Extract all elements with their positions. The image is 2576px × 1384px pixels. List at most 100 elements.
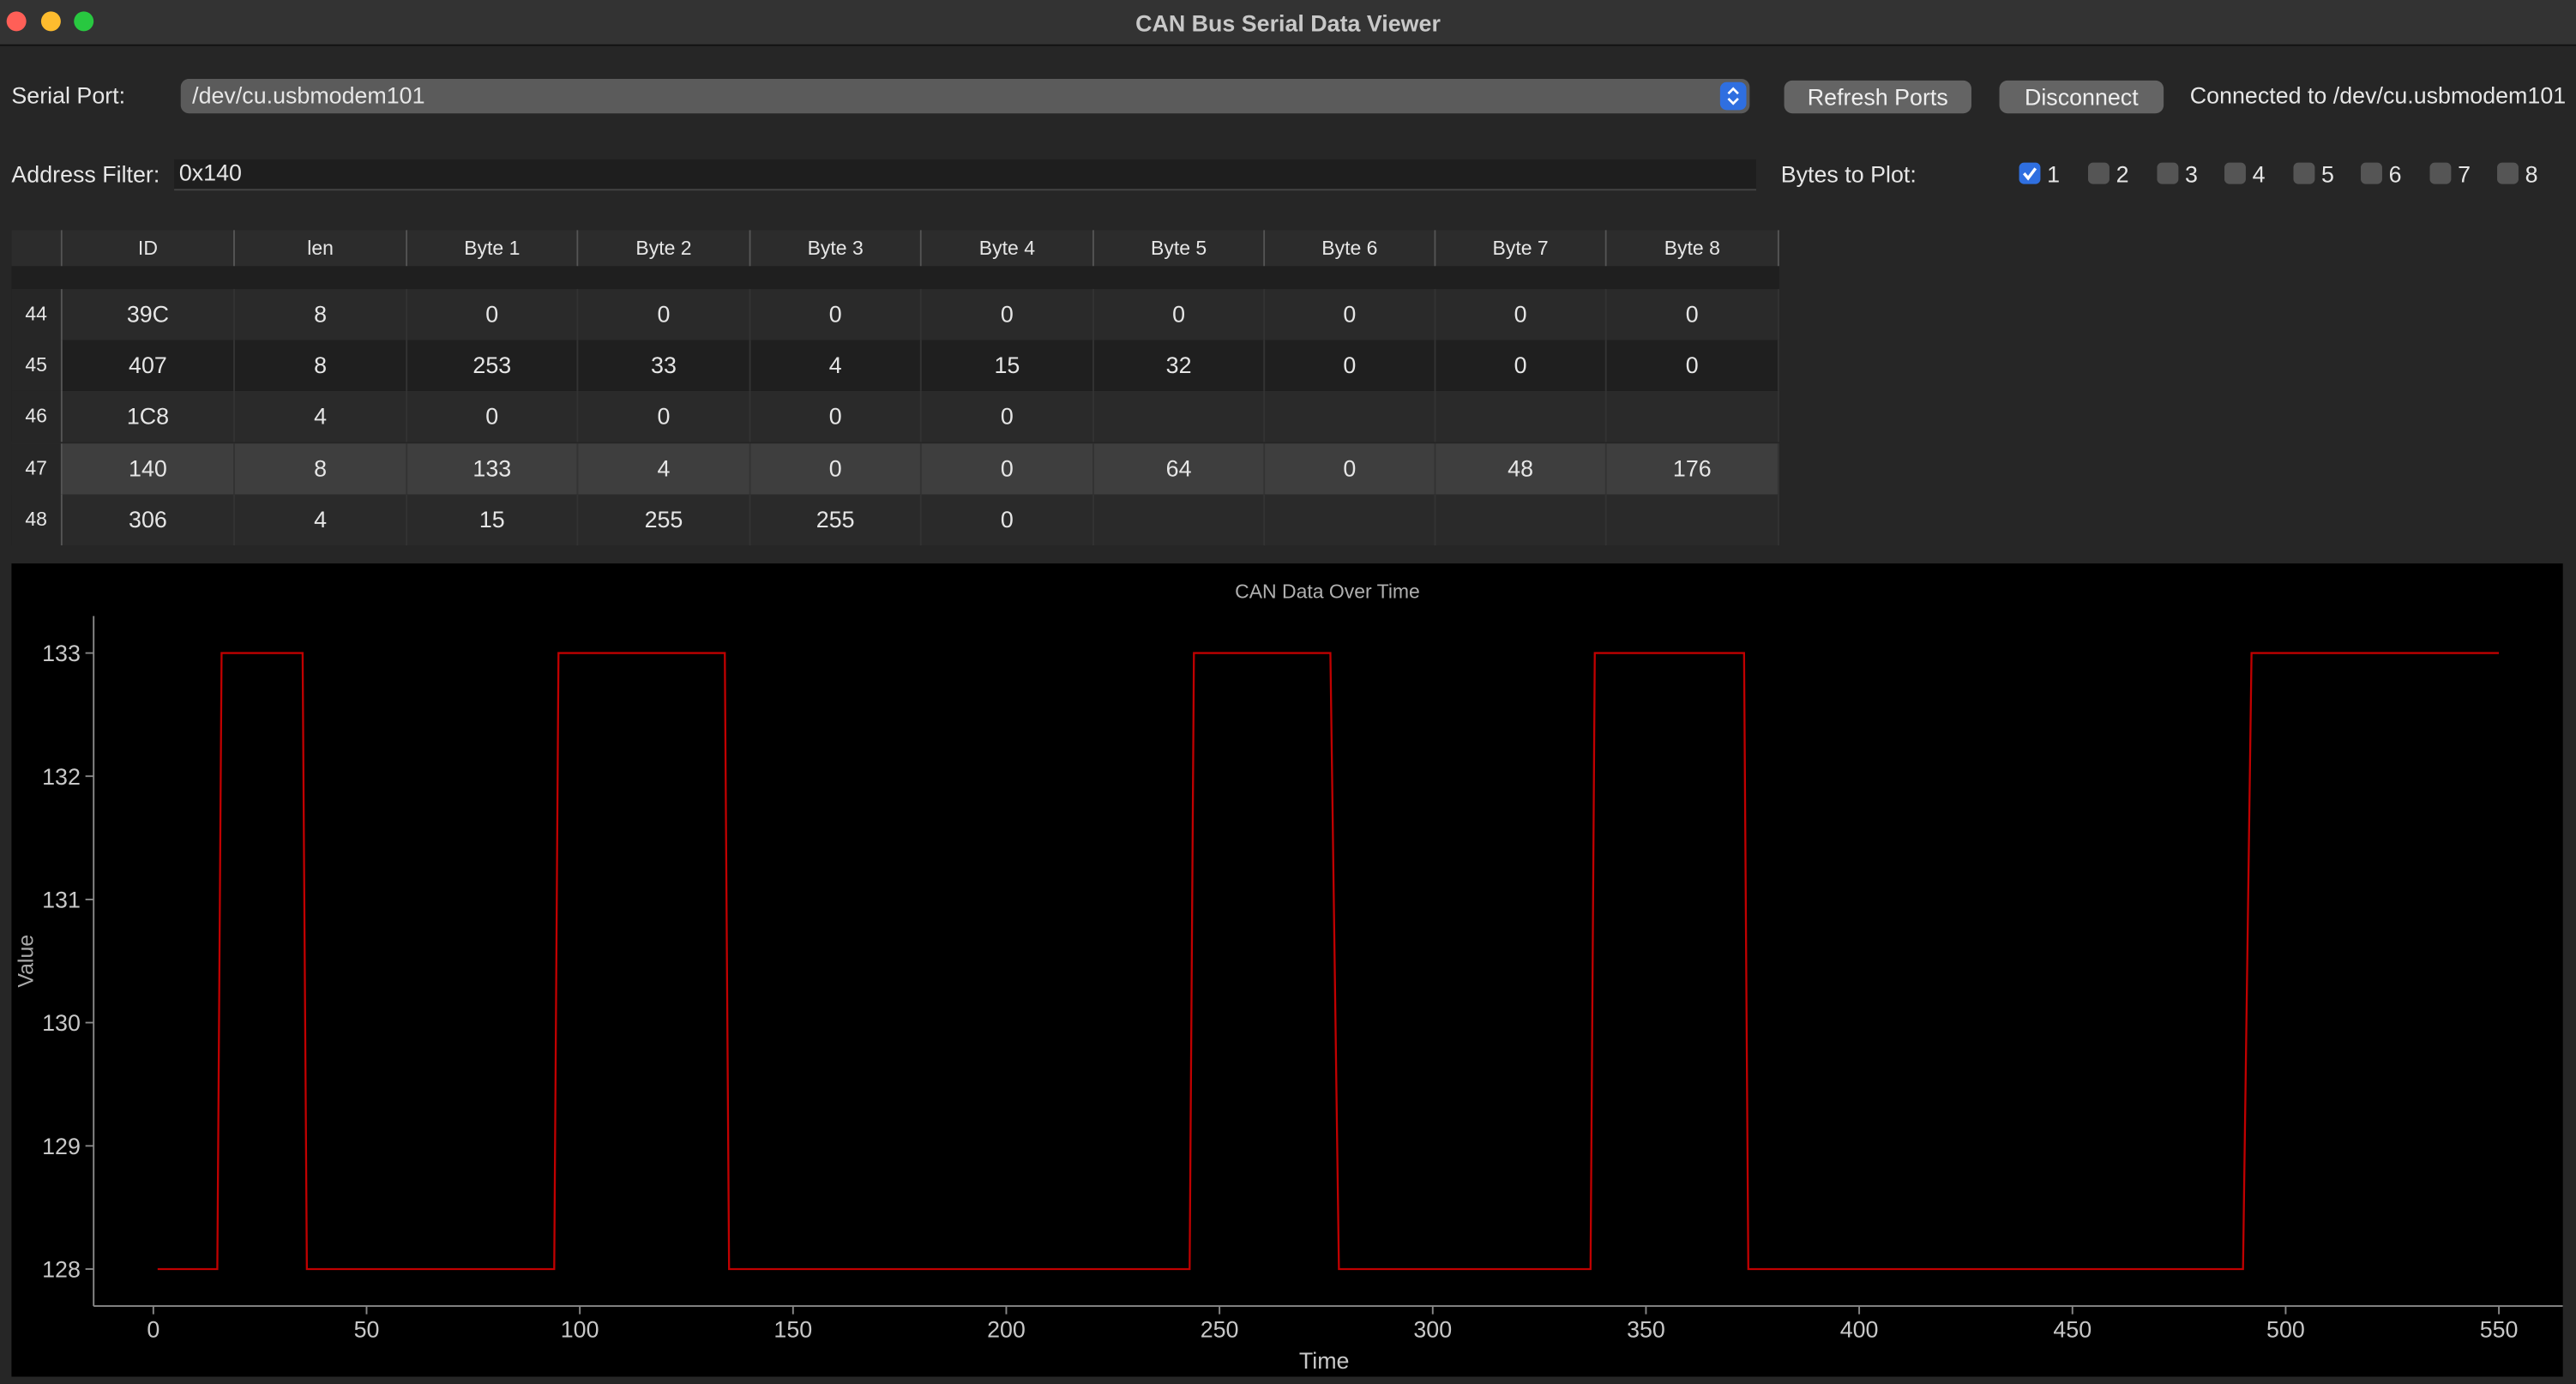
column-header[interactable]: Byte 7 bbox=[1435, 230, 1607, 267]
checkbox-label: 6 bbox=[2388, 160, 2402, 188]
zoom-button[interactable] bbox=[74, 11, 94, 32]
column-header[interactable]: len bbox=[234, 230, 408, 267]
table-cell: 0 bbox=[1265, 340, 1436, 392]
row-number: 44 bbox=[11, 289, 63, 340]
column-header[interactable]: Byte 3 bbox=[750, 230, 922, 267]
checkbox[interactable] bbox=[2224, 162, 2246, 184]
table-cell bbox=[1435, 494, 1607, 545]
checkbox[interactable] bbox=[2019, 162, 2041, 184]
checkbox[interactable] bbox=[2157, 162, 2179, 184]
table-row[interactable]: 45 407 8 253 33 4 15 32 0 0 0 bbox=[11, 340, 1779, 392]
x-tick-label: 150 bbox=[773, 1316, 812, 1342]
table-cell: 15 bbox=[407, 494, 579, 545]
chart-title: CAN Data Over Time bbox=[1235, 580, 1420, 602]
table-cell: 0 bbox=[922, 442, 1094, 494]
table-row[interactable]: 46 1C8 4 0 0 0 0 bbox=[11, 391, 1779, 443]
x-tick-label: 0 bbox=[147, 1316, 159, 1342]
y-tick-label: 128 bbox=[42, 1257, 81, 1283]
table-cell: 0 bbox=[922, 391, 1094, 443]
checkbox-label: 4 bbox=[2252, 160, 2266, 188]
x-tick-label: 300 bbox=[1413, 1316, 1452, 1342]
table-cell: 15 bbox=[922, 340, 1094, 392]
chart-panel: CAN Data Over Time 128 129 130 131 132 133 0 50 1… bbox=[11, 563, 2563, 1377]
column-header[interactable]: ID bbox=[62, 230, 235, 267]
refresh-ports-button[interactable]: Refresh Ports bbox=[1784, 80, 1971, 114]
column-header[interactable]: Byte 8 bbox=[1606, 230, 1779, 267]
x-tick-label: 250 bbox=[1201, 1316, 1239, 1342]
table-cell: 140 bbox=[63, 442, 235, 494]
column-header[interactable]: Byte 4 bbox=[921, 230, 1094, 267]
x-tick-label: 450 bbox=[2053, 1316, 2091, 1342]
checkbox[interactable] bbox=[2429, 162, 2452, 184]
x-tick-label: 200 bbox=[987, 1316, 1026, 1342]
checkmark-path bbox=[2022, 167, 2037, 181]
checkbox[interactable] bbox=[2088, 162, 2110, 184]
minimize-button[interactable] bbox=[40, 11, 61, 32]
table-cell bbox=[1265, 494, 1436, 545]
table-cell: 0 bbox=[1435, 340, 1607, 392]
column-header[interactable]: Byte 1 bbox=[407, 230, 579, 267]
stepper-icon bbox=[1727, 87, 1739, 105]
x-tick-label: 500 bbox=[2266, 1316, 2305, 1342]
table-cell: 32 bbox=[1094, 340, 1266, 392]
table-cell: 0 bbox=[407, 391, 579, 443]
x-tick-label: 400 bbox=[1840, 1316, 1879, 1342]
table-cell bbox=[1435, 391, 1607, 443]
table-cell: 0 bbox=[1094, 289, 1266, 340]
serial-port-dropdown[interactable]: /dev/cu.usbmodem101 bbox=[180, 78, 1750, 114]
table-cell: 255 bbox=[751, 494, 922, 545]
row-number: 46 bbox=[11, 391, 63, 443]
table-cell: 48 bbox=[1435, 442, 1607, 494]
checkbox-label: 8 bbox=[2525, 160, 2538, 188]
y-axis-label: Value bbox=[14, 935, 38, 988]
table-row[interactable]: 47 140 8 133 4 0 0 64 0 48 176 bbox=[11, 442, 1779, 494]
checkbox[interactable] bbox=[2497, 162, 2519, 184]
serial-port-label: Serial Port: bbox=[11, 81, 126, 109]
table-cell: 0 bbox=[751, 442, 922, 494]
table-cell bbox=[1094, 494, 1266, 545]
address-filter-label: Address Filter: bbox=[11, 160, 160, 188]
checkbox[interactable] bbox=[2361, 162, 2382, 184]
address-filter-input[interactable]: 0x140 bbox=[174, 159, 1757, 191]
close-button[interactable] bbox=[6, 11, 27, 32]
table-cell: 8 bbox=[235, 442, 408, 494]
table-cell: 255 bbox=[578, 494, 751, 545]
data-line bbox=[157, 652, 2500, 1271]
x-axis-label: Time bbox=[1299, 1348, 1350, 1374]
table-cell: 0 bbox=[751, 289, 922, 340]
x-tick-label: 350 bbox=[1627, 1316, 1665, 1342]
table-cell bbox=[1094, 391, 1266, 443]
table-row[interactable]: 48 306 4 15 255 255 0 bbox=[11, 494, 1779, 545]
table-cell: 407 bbox=[63, 340, 235, 392]
table-cell: 4 bbox=[235, 391, 408, 443]
serial-port-value: /dev/cu.usbmodem101 bbox=[192, 81, 425, 109]
table-cell: 4 bbox=[751, 340, 922, 392]
row-number: 47 bbox=[11, 442, 63, 494]
table-cell: 64 bbox=[1094, 442, 1266, 494]
column-header[interactable]: Byte 5 bbox=[1093, 230, 1266, 267]
table-cell: 4 bbox=[235, 494, 408, 545]
checkbox-label: 1 bbox=[2047, 160, 2061, 188]
checkbox[interactable] bbox=[2293, 162, 2315, 184]
table-cell: 0 bbox=[1607, 340, 1779, 392]
y-tick-label: 132 bbox=[42, 764, 81, 790]
column-header[interactable]: Byte 6 bbox=[1265, 230, 1436, 267]
y-tick-label: 131 bbox=[42, 887, 81, 912]
x-tick-label: 550 bbox=[2480, 1316, 2519, 1342]
y-tick-label: 130 bbox=[42, 1010, 81, 1036]
disconnect-button[interactable]: Disconnect bbox=[1999, 80, 2164, 114]
y-tick-label: 129 bbox=[42, 1134, 81, 1159]
table-cell bbox=[1265, 391, 1436, 443]
y-tick-label: 133 bbox=[42, 641, 81, 666]
table-row[interactable]: 44 39C 8 0 0 0 0 0 0 0 0 bbox=[11, 289, 1779, 340]
address-filter-value: 0x140 bbox=[178, 159, 242, 186]
table-cell: 0 bbox=[1265, 289, 1436, 340]
checkbox-label: 2 bbox=[2116, 160, 2129, 188]
header-corner bbox=[11, 230, 63, 267]
x-tick-label: 100 bbox=[561, 1316, 599, 1342]
table-cell bbox=[1607, 391, 1779, 443]
bytes-to-plot-label: Bytes to Plot: bbox=[1780, 160, 1917, 188]
column-header[interactable]: Byte 2 bbox=[578, 230, 751, 267]
table-cell: 1C8 bbox=[63, 391, 235, 443]
